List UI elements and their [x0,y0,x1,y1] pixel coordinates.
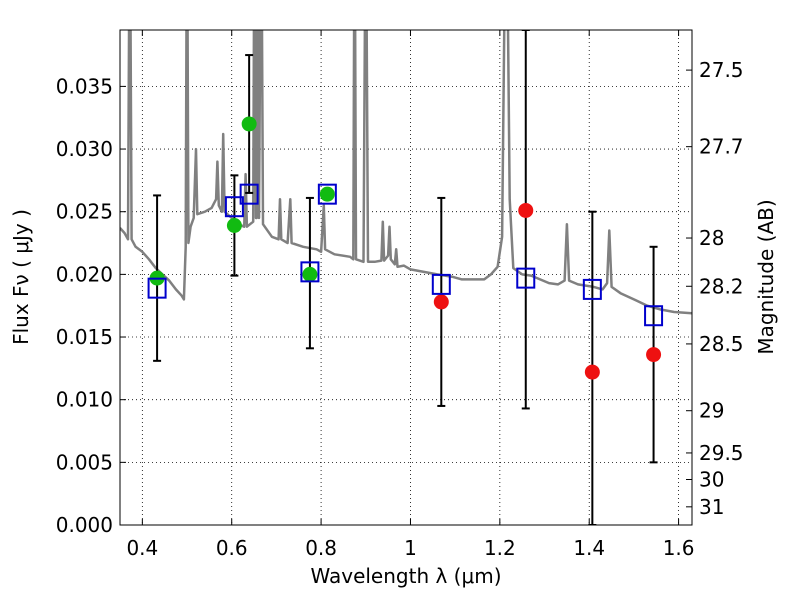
y-tick-label: 0.020 [56,262,113,286]
y-tick-label: 0.005 [56,450,113,474]
right-tick-label: 31 [699,495,724,519]
y-tick-label: 0.000 [56,513,113,537]
x-tick-label: 0.8 [305,536,337,560]
x-tick-label: 0.4 [126,536,158,560]
data-point [226,217,242,233]
y-axis-title: Flux Fν ( μJy ) [9,209,33,345]
y-tick-label: 0.035 [56,74,113,98]
data-point [584,364,600,380]
model-square-marker [431,273,451,295]
right-tick-label: 27.7 [699,135,744,159]
x-tick-label: 1.2 [484,536,516,560]
x-axis-title: Wavelength λ (μm) [310,564,501,588]
data-points [147,116,664,380]
data-point [302,266,318,282]
x-tick-label: 1.6 [663,536,695,560]
model-square-marker [317,183,337,205]
model-square-marker [582,278,602,300]
data-point [241,116,257,132]
right-tick-label: 28 [699,226,724,250]
right-tick-label: 28.2 [699,274,744,298]
data-point [518,202,534,218]
data-point [319,186,335,202]
model-square-marker [300,261,320,283]
error-bars [153,30,658,525]
y-tick-label: 0.025 [56,200,113,224]
right-tick-label: 29.5 [699,441,744,465]
right-tick-label: 28.5 [699,332,744,356]
x-tick-label: 1 [404,536,417,560]
model-square-marker [147,277,167,299]
model-square-marker [644,305,664,327]
model-spectrum-line [120,30,692,315]
model-square-marker [239,183,259,205]
y-tick-label: 0.030 [56,137,113,161]
ticks: 0.4 0.6 0.8 1 1.2 1.4 1.6 0.000 0.005 0.010 0.015 0… [56,30,744,560]
x-tick-label: 1.4 [573,536,605,560]
data-point [433,294,449,310]
model-square-marker [516,267,536,289]
y-tick-label: 0.010 [56,388,113,412]
plot-frame [119,29,693,526]
model-spectrum [120,30,692,315]
model-square-marker [224,196,244,218]
x-tick-label: 0.6 [216,536,248,560]
y-tick-label: 0.015 [56,325,113,349]
data-point [646,347,662,363]
right-tick-label: 30 [699,468,724,492]
right-axis-title: Magnitude (AB) [754,199,778,354]
right-tick-label: 27.5 [699,58,744,82]
right-tick-label: 29 [699,399,724,423]
